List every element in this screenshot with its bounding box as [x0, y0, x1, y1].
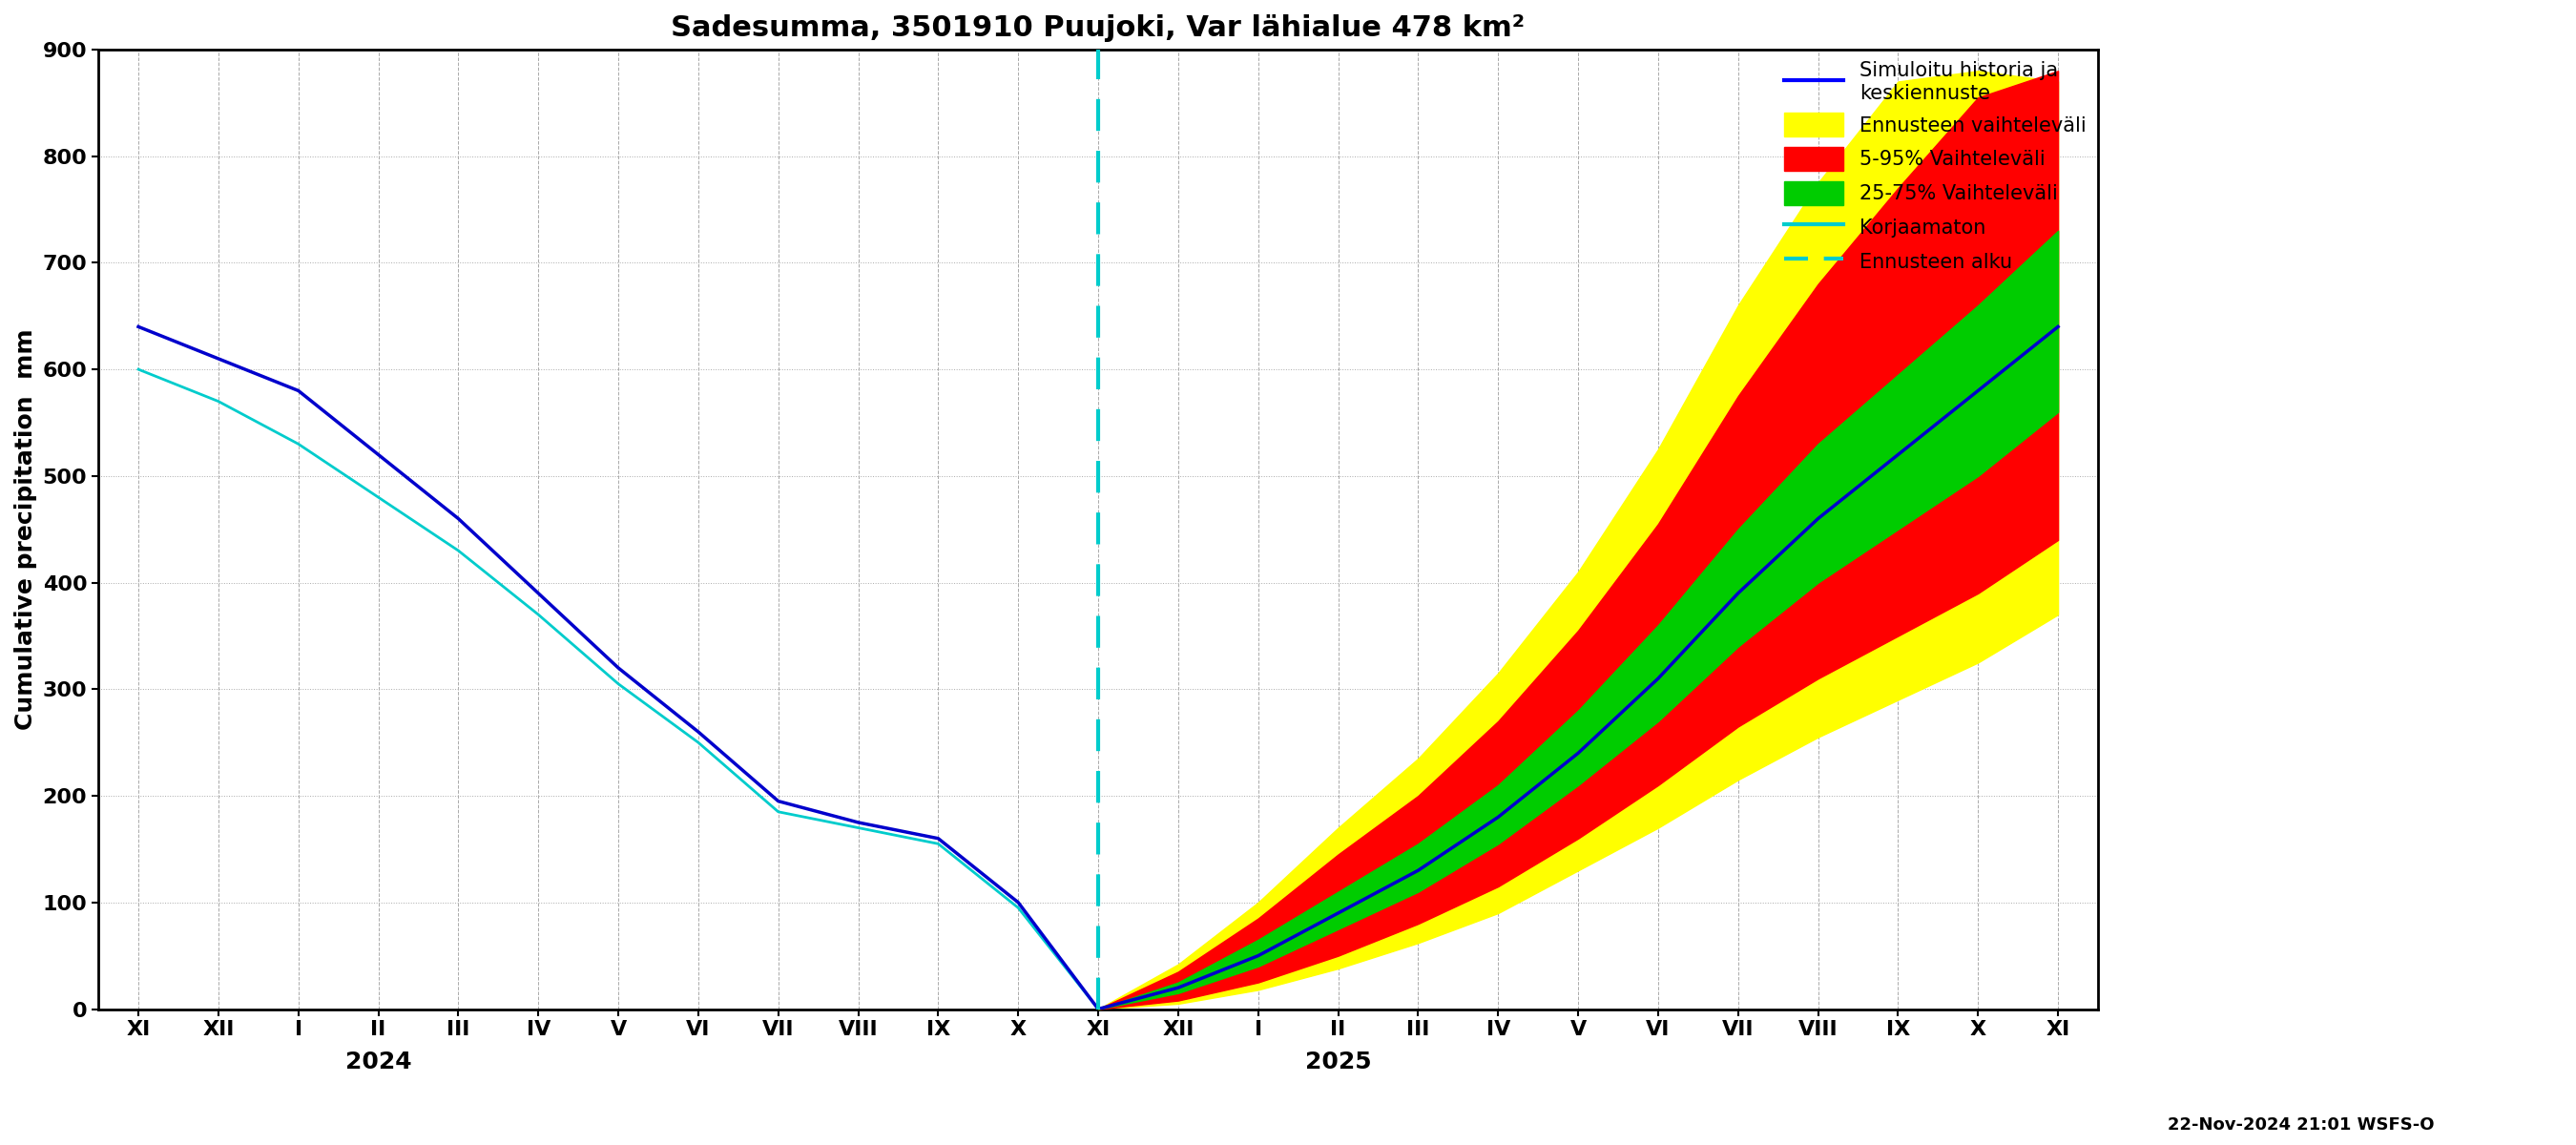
- Legend: Simuloitu historia ja
keskiennuste, Ennusteen vaihteleväli, 5-95% Vaihteleväli, : Simuloitu historia ja keskiennuste, Ennu…: [1775, 54, 2094, 282]
- Text: 2024: 2024: [345, 1051, 412, 1074]
- Y-axis label: Cumulative precipitation  mm: Cumulative precipitation mm: [15, 329, 36, 731]
- Title: Sadesumma, 3501910 Puujoki, Var lähialue 478 km²: Sadesumma, 3501910 Puujoki, Var lähialue…: [672, 14, 1525, 42]
- Text: 2025: 2025: [1306, 1051, 1370, 1074]
- Text: 22-Nov-2024 21:01 WSFS-O: 22-Nov-2024 21:01 WSFS-O: [2166, 1116, 2434, 1134]
